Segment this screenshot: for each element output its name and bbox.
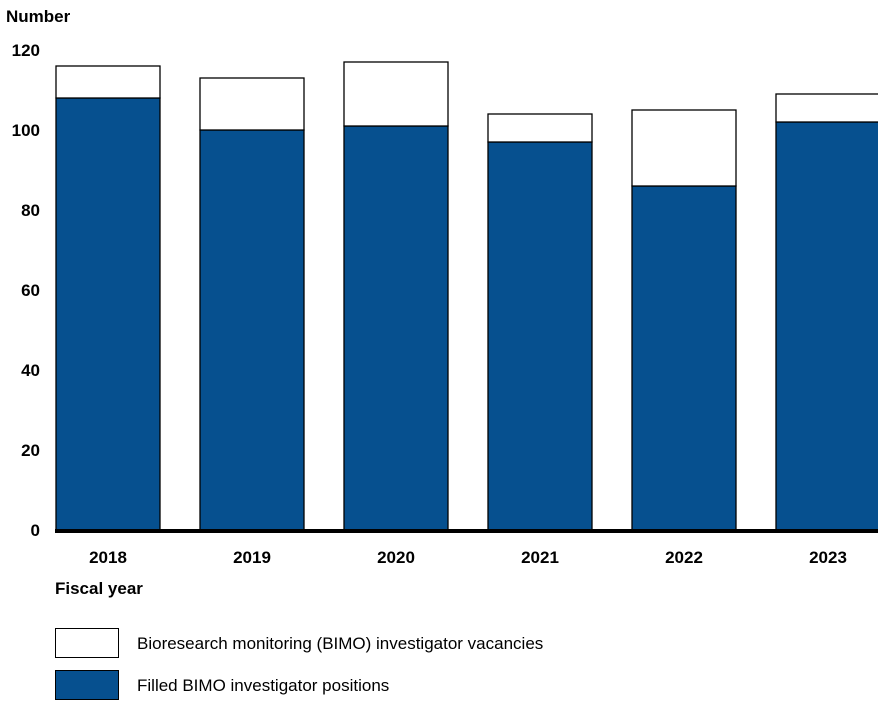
y-tick-label-60: 60 [21,281,40,300]
x-axis-label: Fiscal year [55,579,143,598]
x-tick-label-2021: 2021 [521,548,559,567]
x-tick-label-2023: 2023 [809,548,847,567]
bar-filled-2022 [631,185,737,531]
bar-vacancies-2019 [199,77,305,131]
x-tick-label-2020: 2020 [377,548,415,567]
y-tick-label-0: 0 [31,521,40,540]
y-tick-label-80: 80 [21,201,40,220]
y-tick-label-120: 120 [12,41,40,60]
bar-vacancies-2021 [487,113,593,143]
y-axis-label: Number [6,7,71,26]
bar-filled-2023 [775,121,878,531]
legend-swatch-vacancies [55,628,119,658]
y-tick-label-40: 40 [21,361,40,380]
bar-vacancies-2022 [631,109,737,187]
x-tick-label-2022: 2022 [665,548,703,567]
bar-filled-2020 [343,125,449,531]
y-tick-label-20: 20 [21,441,40,460]
legend-swatch-filled [55,670,119,700]
bar-filled-2018 [55,97,161,531]
legend-label-vacancies: Bioresearch monitoring (BIMO) investigat… [137,634,544,653]
bar-vacancies-2023 [775,93,878,123]
y-tick-label-100: 100 [12,121,40,140]
bar-vacancies-2018 [55,65,161,99]
x-tick-label-2018: 2018 [89,548,127,567]
bar-filled-2021 [487,141,593,531]
x-tick-label-2019: 2019 [233,548,271,567]
bar-filled-2019 [199,129,305,531]
bar-vacancies-2020 [343,61,449,127]
legend-label-filled: Filled BIMO investigator positions [137,676,390,695]
